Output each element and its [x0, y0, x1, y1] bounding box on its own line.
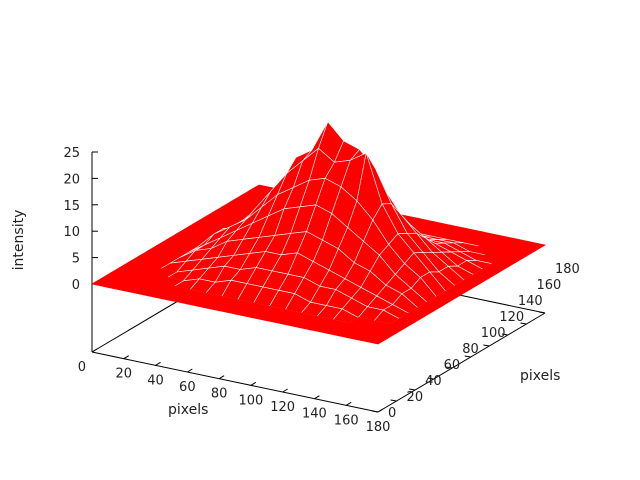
x-tick-label: 140 — [302, 407, 327, 422]
x-tick — [345, 401, 352, 406]
z-tick-label: 5 — [72, 252, 80, 267]
y-tick — [390, 399, 397, 402]
y-tick — [371, 410, 379, 413]
x-tick — [282, 388, 288, 393]
y-tick — [538, 311, 546, 314]
y-tick-label: 0 — [388, 406, 396, 421]
x-tick-label: 160 — [334, 413, 359, 428]
x-tick — [314, 395, 320, 400]
x-tick-label: 120 — [270, 400, 295, 415]
x-tick-label: 60 — [179, 380, 196, 395]
z-tick-label: 25 — [63, 146, 80, 161]
x-axis-label: pixels — [168, 402, 208, 418]
x-tick — [123, 355, 130, 360]
z-tick-label: 10 — [63, 225, 80, 240]
y-tick-label: 140 — [518, 294, 543, 309]
y-tick-label: 180 — [555, 262, 580, 277]
y-tick — [483, 344, 490, 347]
y-tick-label: 100 — [481, 326, 506, 341]
x-tick — [377, 408, 384, 413]
y-tick-label: 60 — [444, 358, 461, 373]
z-tick-label: 0 — [72, 278, 80, 293]
x-tick — [155, 361, 161, 366]
z-axis-label: intensity — [11, 210, 27, 271]
x-tick-label: 20 — [116, 367, 133, 382]
y-tick-label: 120 — [499, 310, 524, 325]
y-tick — [464, 355, 471, 358]
z-tick-label: 15 — [63, 199, 80, 214]
y-tick-label: 40 — [425, 374, 442, 389]
x-tick-label: 0 — [78, 360, 86, 375]
x-tick — [187, 368, 193, 373]
y-tick — [446, 366, 453, 369]
x-axis-line — [91, 351, 379, 413]
y-tick-label: 80 — [462, 342, 479, 357]
y-tick-label: 20 — [407, 390, 424, 405]
y-tick-label: 160 — [536, 278, 561, 293]
x-tick — [250, 381, 257, 386]
x-tick-label: 100 — [238, 393, 263, 408]
surface-cell — [361, 334, 389, 345]
z-tick-label: 20 — [63, 172, 80, 187]
x-tick — [91, 348, 98, 353]
y-tick — [427, 377, 434, 380]
y-axis-line — [377, 312, 546, 413]
y-axis-label: pixels — [520, 368, 560, 384]
x-tick-label: 80 — [211, 387, 228, 402]
tick-labels: 0 20 40 60 80 100 120 140 160 1800204060801001201… — [63, 146, 579, 435]
surface — [90, 120, 547, 345]
y-tick — [520, 322, 527, 325]
y-tick — [409, 388, 416, 391]
x-tick-label: 180 — [366, 420, 391, 435]
y-tick — [501, 333, 508, 336]
x-tick — [218, 375, 225, 380]
x-tick-label: 40 — [147, 373, 164, 388]
